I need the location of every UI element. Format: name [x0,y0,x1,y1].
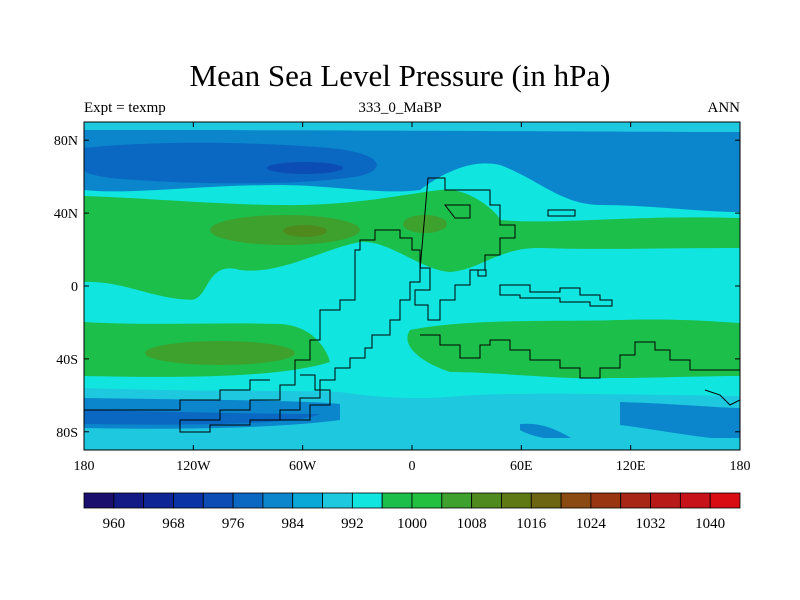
coast-south-detail [280,374,331,421]
field-north-high-peak [283,225,327,237]
colorbar-swatch [351,492,383,509]
field-south-low-patch [520,423,575,441]
colorbar-swatch [113,492,145,509]
lat-tick-label: 80S [56,426,78,441]
colorbar-label: 1016 [516,516,547,532]
colorbar-label: 1000 [397,516,427,532]
colorbar-swatch [650,492,681,509]
colorbar-swatch [530,492,562,509]
field-north-high-core2 [403,215,447,233]
colorbar-swatch [232,492,264,509]
colorbar-swatch [590,492,622,509]
colorbar-swatch [173,492,204,509]
field-equator [84,282,361,326]
season-label: ANN [707,100,741,116]
colorbar-swatch [709,492,741,509]
colorbar-swatch [292,492,323,509]
colorbar-swatch [322,492,353,509]
coast-south-ridge [420,334,740,379]
experiment-label: Expt = texmp [84,100,166,116]
lon-tick-label: 120E [616,459,646,474]
coast-island-1 [547,209,576,217]
lon-tick-label: 180 [74,459,95,474]
lon-tick-label: 180 [730,459,751,474]
colorbar-label: 976 [222,516,245,532]
colorbar: 960 968 976 984 992 1000 1008 1016 1024 1032 1040 [83,492,741,532]
colorbar-swatch [560,492,592,509]
time-label: 333_0_MaBP [358,100,442,116]
colorbar-swatch [411,492,443,509]
colorbar-label: 1008 [457,516,487,532]
lon-tick-label: 0 [409,459,416,474]
map-title: Mean Sea Level Pressure (in hPa) [189,58,611,93]
lat-tick-label: 40N [54,207,78,222]
colorbar-label: 984 [281,516,304,532]
colorbar-label: 968 [162,516,185,532]
colorbar-label: 1024 [576,516,607,532]
lon-tick-label: 120W [176,459,211,474]
colorbar-swatch [83,492,115,509]
lat-tick-label: 0 [71,280,78,295]
coast-south-east [704,389,740,406]
colorbar-swatch [679,492,711,509]
field-north-deepest [267,162,343,174]
coast-bay [443,204,471,219]
colorbar-swatch [381,492,413,509]
colorbar-swatch [501,492,532,509]
colorbar-swatch [202,492,234,509]
colorbar-label: 960 [103,516,126,532]
coast-east-land [499,284,613,307]
latitude-axis: 80N 40N 0 40S 80S [54,134,740,441]
longitude-axis: 180 120W 60W 0 60E 120E 180 [74,122,751,474]
field-south-high-east [407,319,740,379]
coast-main [179,177,516,433]
coast-south-detail2 [84,379,270,411]
colorbar-swatch [441,492,473,509]
colorbar-swatch [471,492,502,509]
colorbar-label: 1040 [695,516,725,532]
colorbar-swatch [262,492,294,509]
field-south-low-west-core [84,410,320,425]
field-south-edge [84,438,740,450]
pressure-field [84,122,740,450]
field-north-deeper [84,142,377,184]
colorbar-label: 1032 [636,516,666,532]
lat-tick-label: 40S [56,353,78,368]
lat-tick-label: 80N [54,134,78,149]
field-south-high-west-core [145,341,295,365]
colorbar-label: 992 [341,516,364,532]
lon-tick-label: 60W [289,459,317,474]
coast-island-2 [477,269,487,277]
field-south-low-east [620,402,740,440]
lon-tick-label: 60E [510,459,533,474]
coastlines [84,177,740,433]
colorbar-swatch [620,492,651,509]
colorbar-swatch [143,492,174,509]
